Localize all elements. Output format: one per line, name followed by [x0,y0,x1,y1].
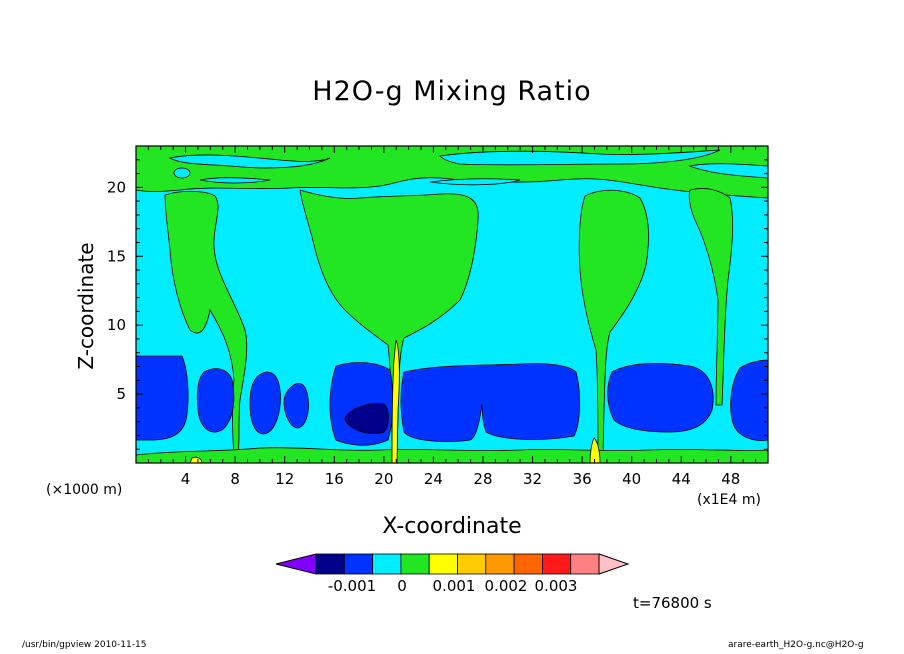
x-tick-label: 4 [181,470,191,488]
contour-band-green-plume [578,189,649,456]
contour-band-blue [730,359,768,441]
contour-band-darkblue [344,403,389,434]
y-axis-ticks: 5 10 15 20 [107,159,768,450]
plot-frame [135,145,769,464]
colorbar-min-arrow [275,553,317,575]
y-tick-label: 10 [107,316,126,334]
x-tick-label: 8 [230,470,240,488]
x-axis-ticks: 4 8 12 16 20 24 28 32 36 40 44 48 [147,146,757,488]
contour-band-green-plume [688,188,734,406]
contour-band-blue [400,363,581,442]
y-tick-label: 5 [116,385,126,403]
contour-band-green-plume [299,189,479,463]
chart-title: H2O-g Mixing Ratio [312,76,592,107]
x-tick-label: 20 [374,470,393,488]
contour-band-cyan-streak [199,177,271,184]
contour-band-green-ground [136,447,768,463]
y-tick-label: 20 [107,178,126,196]
y-tick-label: 15 [107,247,126,265]
colorbar-label: -0.001 [328,577,376,595]
contour-band-cyan-streak [439,149,721,166]
colorbar: -0.001 0 0.001 0.002 0.003 [275,553,630,595]
x-tick-label: 44 [672,470,691,488]
colorbar-swatch [570,553,600,575]
contour-band-cyan-streak [168,154,331,169]
colorbar-swatch [400,553,430,575]
x-tick-label: 28 [473,470,492,488]
contour-band-yellow [589,437,601,463]
footer-left: /usr/bin/gpview 2010-11-15 [22,640,147,650]
colorbar-swatch [485,553,515,575]
colorbar-swatch [372,553,402,575]
contour-band-cyan-streak [688,163,768,179]
colorbar-max-arrow [598,553,630,575]
contour-band-blue [607,363,714,433]
x-unit-note: (×1000 m) [46,482,123,498]
contour-band-blue [196,368,235,433]
contour-band-yellow [189,456,203,463]
contour-band-cyan-streak [429,178,521,186]
colorbar-label: 0.001 [433,577,476,595]
colorbar-label: 0.003 [535,577,578,595]
colorbar-label: 0 [397,577,407,595]
colorbar-label: 0.002 [485,577,528,595]
colorbar-swatch [315,553,345,575]
time-label: t=76800 s [633,594,712,612]
footer-right: arare-earth_H2O-g.nc@H2O-g [728,640,864,650]
contour-band-cyan-spot [173,167,191,179]
contour-band-blue [249,371,281,435]
x-axis-label: X-coordinate [382,514,522,539]
x-tick-label: 36 [573,470,592,488]
x-tick-label: 12 [275,470,294,488]
contour-band-blue [136,355,189,441]
colorbar-swatch [542,553,572,575]
colorbar-swatch [343,553,373,575]
contour-band-blue [283,383,309,429]
x-tick-label: 24 [424,470,443,488]
x-scale-note: (x1E4 m) [697,492,761,508]
colorbar-swatch [513,553,543,575]
x-tick-label: 32 [523,470,542,488]
x-tick-label: 48 [721,470,740,488]
x-tick-label: 40 [622,470,641,488]
plot-area [136,146,768,463]
colorbar-swatch [457,553,487,575]
colorbar-swatch [428,553,458,575]
x-tick-label: 16 [325,470,344,488]
